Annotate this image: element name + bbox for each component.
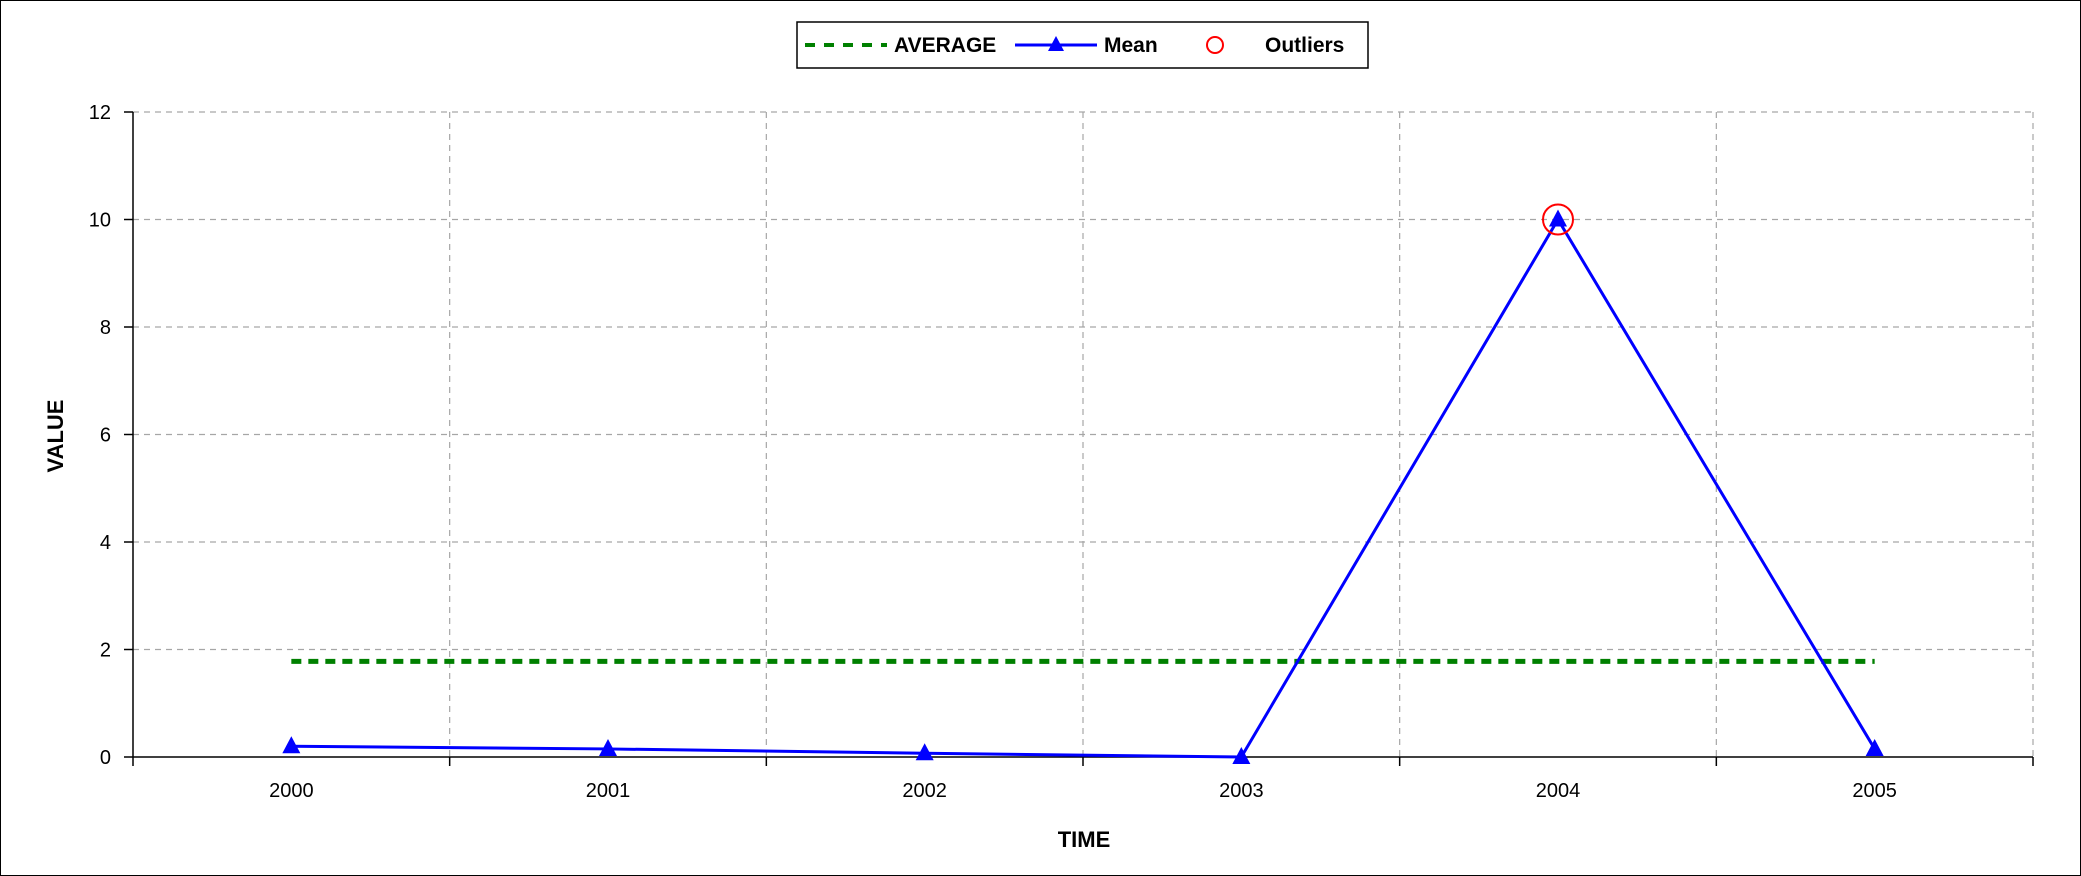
mean-line: [291, 216, 1876, 759]
y-tick-label: 0: [100, 747, 111, 769]
y-tick-label: 10: [89, 210, 111, 232]
legend-outliers-marker: [1206, 36, 1224, 54]
y-tick-label: 2: [100, 640, 111, 662]
legend-average-label: AVERAGE: [894, 34, 996, 57]
outlier-point: [1542, 203, 1574, 236]
mean-point: [1865, 738, 1884, 756]
gridlines: [133, 111, 2034, 757]
x-tick-label: 2004: [1536, 780, 1581, 802]
legend-mean-marker: [1048, 36, 1064, 51]
series: [282, 203, 1884, 764]
mean-point: [1549, 209, 1567, 227]
legend-outliers-label: Outliers: [1265, 34, 1344, 57]
x-tick-label: 2002: [902, 780, 947, 802]
x-tick-label: 2003: [1219, 780, 1264, 802]
y-tick-label: 12: [89, 102, 111, 124]
y-tick-label: 4: [100, 532, 111, 554]
mean-point: [1232, 747, 1251, 764]
mean-point: [915, 743, 934, 761]
legend-mean-label: Mean: [1104, 34, 1158, 57]
mean-point: [599, 738, 617, 756]
x-tick-label: 2005: [1852, 780, 1897, 802]
mean-point: [282, 736, 301, 754]
legend: AVERAGE Mean Outliers: [796, 21, 1369, 69]
axes: 0 2 4 6 8 10 12 2000 2001 2002 2003 2004 2005: [89, 102, 2034, 802]
y-tick-label: 8: [100, 317, 111, 339]
x-tick-label: 2000: [269, 780, 314, 802]
y-axis-title: VALUE: [43, 400, 68, 473]
x-tick-label: 2001: [586, 780, 631, 802]
x-axis-title: TIME: [1058, 827, 1111, 852]
y-tick-label: 6: [100, 425, 111, 447]
